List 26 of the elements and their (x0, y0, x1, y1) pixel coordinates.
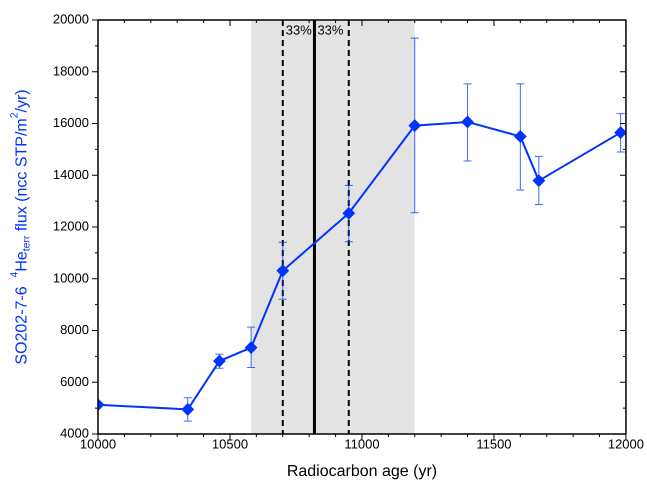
x-tick-label: 10500 (212, 436, 248, 452)
point (276, 264, 289, 277)
y-axis-title: SO202-7-6 4Heterr flux (ncc STP/m2/yr) (10, 89, 33, 365)
point (408, 120, 421, 132)
y-tick-label: 18000 (52, 63, 89, 78)
y-tick-label: 4000 (60, 426, 89, 441)
y-tick-label: 14000 (52, 166, 89, 182)
y-tick-label: 10000 (52, 270, 89, 286)
x-tick-label: 11500 (476, 436, 512, 452)
point (462, 116, 474, 128)
point (514, 130, 526, 142)
annotation: 33% (286, 22, 312, 38)
y-tick-label: 12000 (52, 218, 89, 234)
annotation: 33% (317, 22, 344, 38)
y-tick-label: 20000 (52, 12, 89, 27)
point (532, 174, 545, 187)
x-tick-label: 12000 (608, 436, 644, 452)
y-tick-label: 8000 (60, 322, 89, 338)
x-axis-title: Radiocarbon age (yr) (286, 462, 438, 480)
point (342, 207, 355, 220)
y-tick-label: 16000 (52, 115, 89, 130)
x-tick-label: 11000 (344, 436, 380, 452)
point (245, 342, 258, 354)
point (182, 403, 194, 416)
point (614, 126, 626, 139)
y-tick-label: 6000 (60, 374, 89, 389)
